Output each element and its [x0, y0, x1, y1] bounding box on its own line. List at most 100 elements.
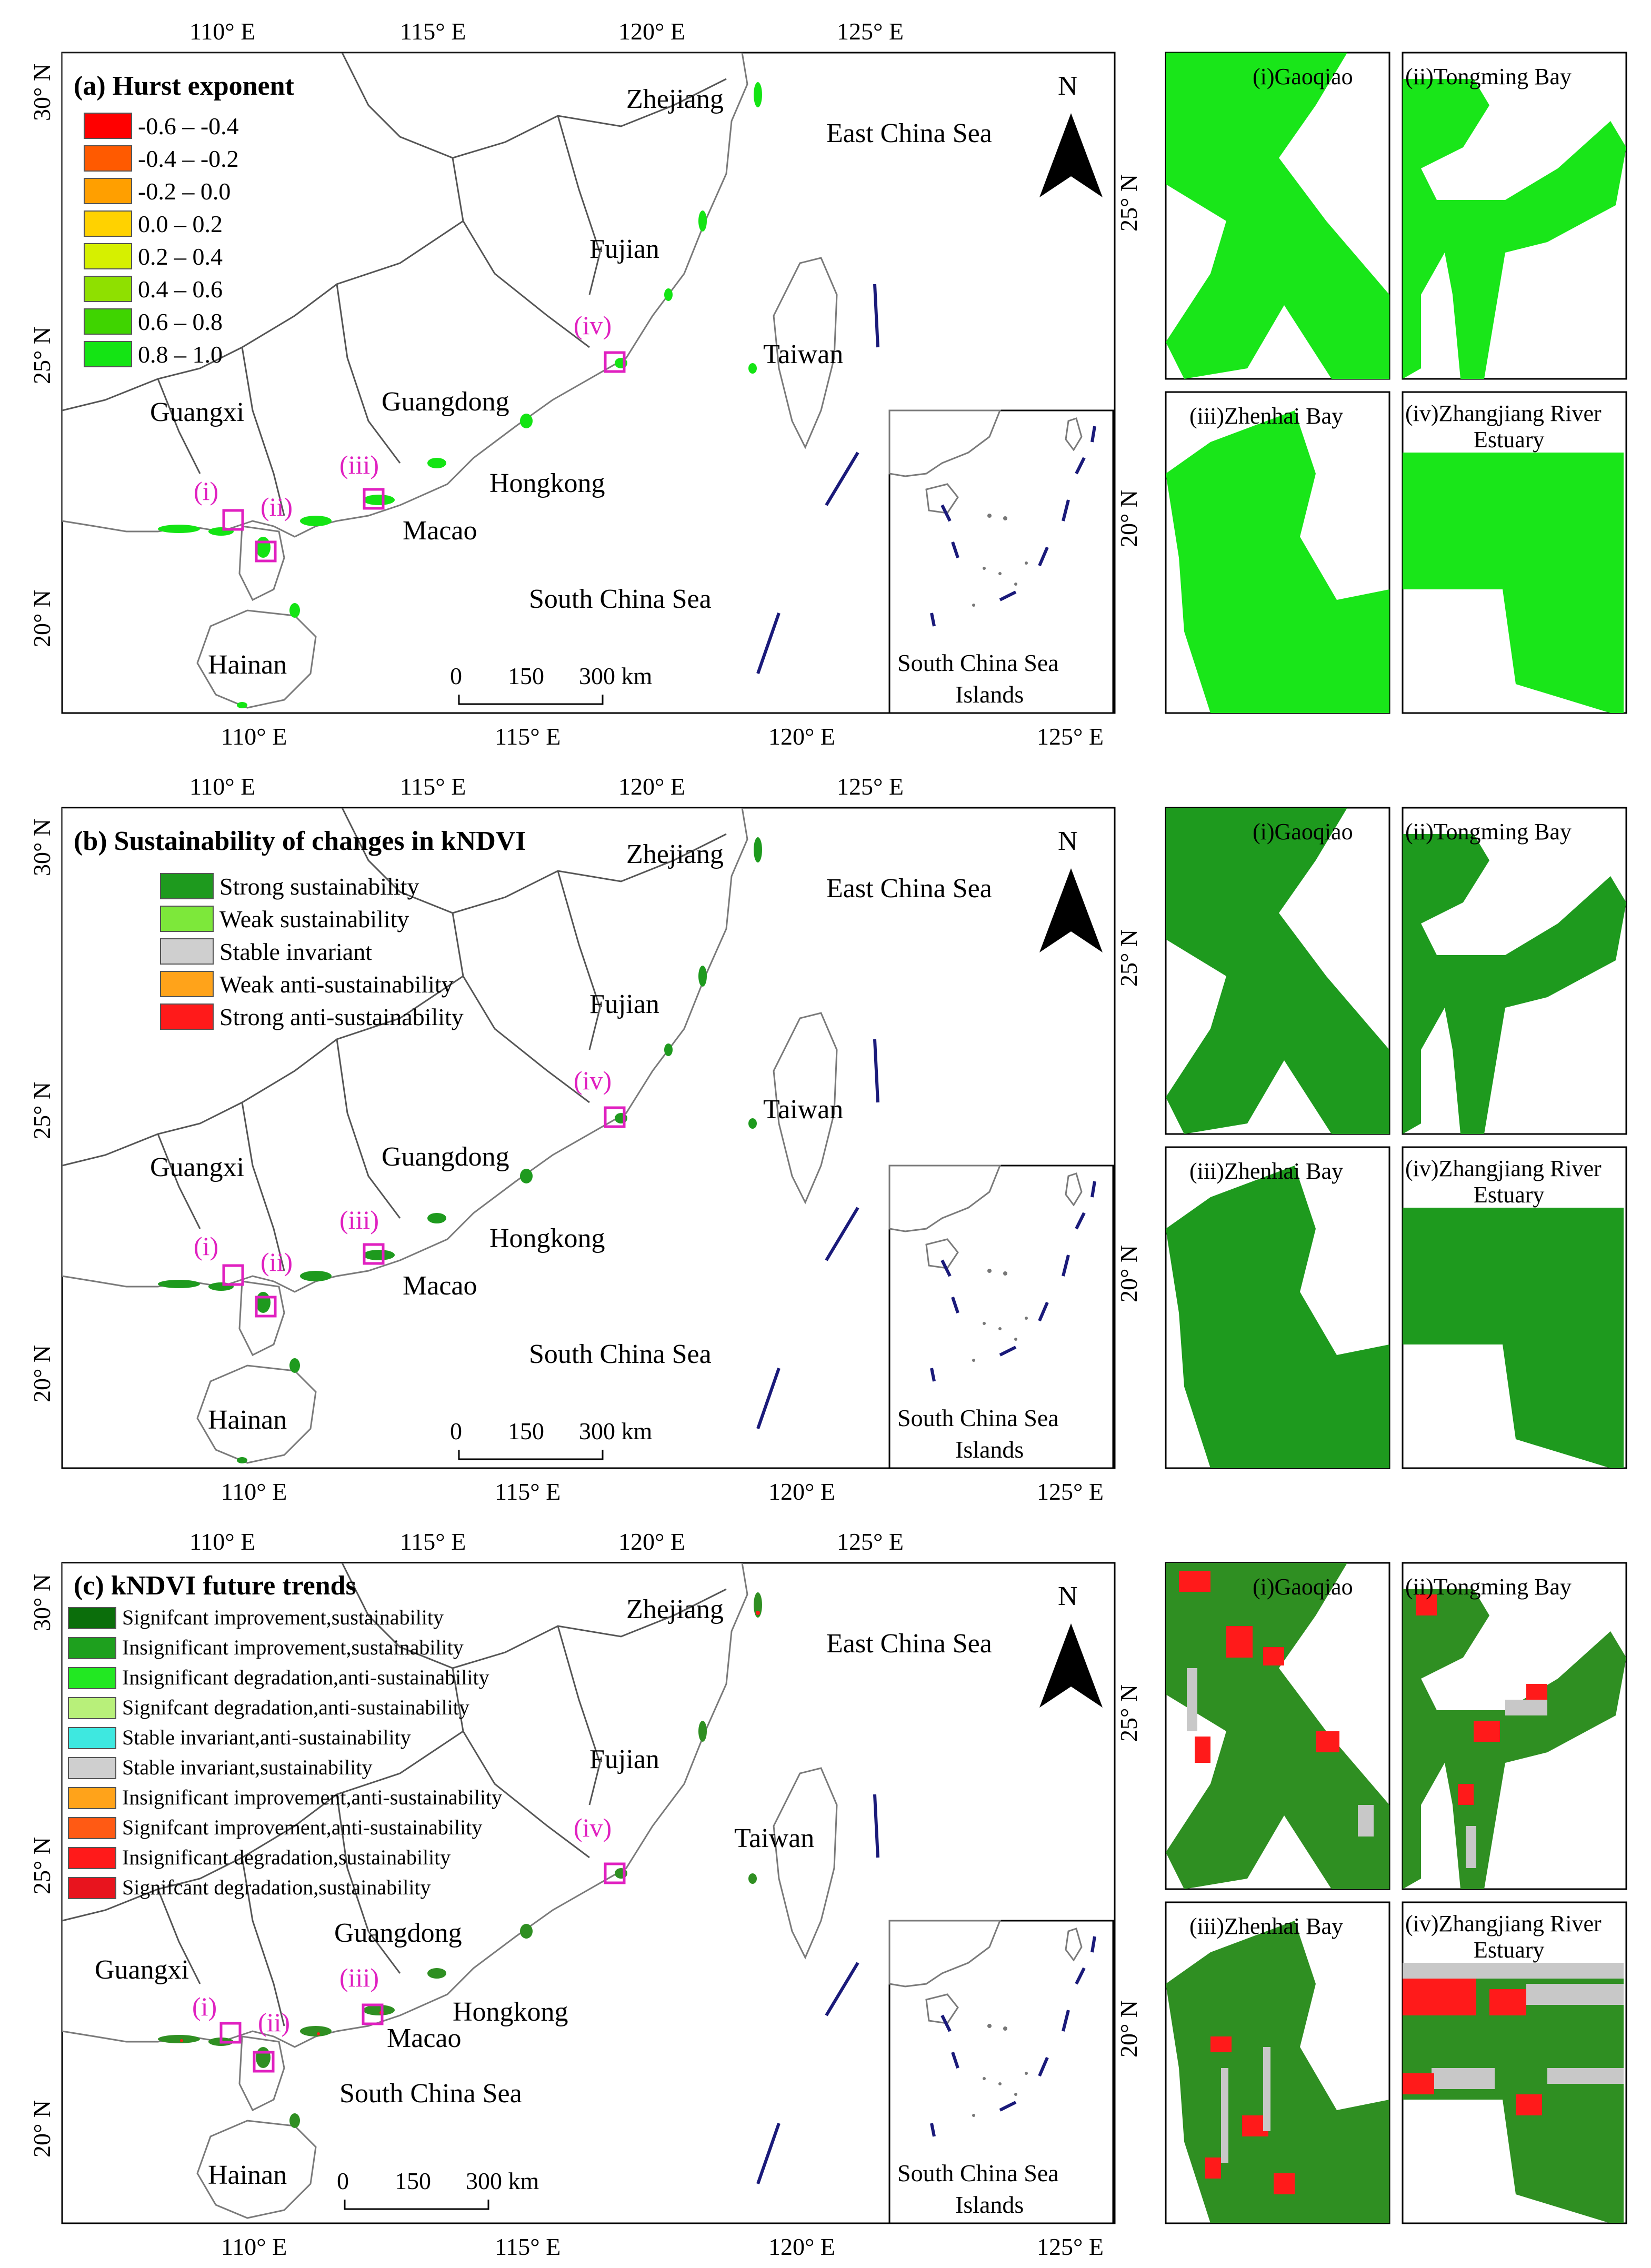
leizhou-peninsula — [238, 1280, 285, 1357]
label-zhejiang: Zhejiang — [626, 84, 724, 114]
study-box-iv — [604, 1106, 626, 1128]
legend-label: Insignificant degradation,anti-sustainab… — [122, 1665, 489, 1689]
zoom-title: (ii)Tongming Bay — [1405, 64, 1572, 89]
study-box-iii — [363, 1243, 385, 1265]
zoom-title: (iii)Zhenhai Bay — [1189, 403, 1343, 429]
hainan-island — [196, 1364, 317, 1464]
lon-tick: 110° E — [221, 1478, 287, 1505]
roman-label: (i) — [194, 476, 218, 506]
inset-title: South China Sea — [897, 1404, 1059, 1431]
inset-title: South China Sea — [897, 2160, 1059, 2186]
legend-swatch — [84, 145, 132, 172]
lon-tick: 120° E — [768, 2233, 835, 2260]
study-box-i — [222, 1264, 244, 1286]
lon-tick: 120° E — [618, 18, 685, 45]
zoom-title: (ii)Tongming Bay — [1405, 819, 1572, 845]
legend-swatch — [68, 1877, 116, 1899]
roman-label: (iii) — [339, 450, 379, 479]
inset-hainan — [925, 483, 959, 514]
dash-line — [825, 451, 859, 506]
inset-title: Islands — [955, 2191, 1024, 2218]
legend-label: Insignificant improvement,sustainability — [122, 1635, 464, 1659]
label-hainan: Hainan — [208, 650, 287, 680]
dash-line — [873, 1039, 879, 1103]
legend: -0.6 – -0.4 -0.4 – -0.2 -0.2 – 0.0 0.0 – 0.… — [84, 113, 239, 368]
zoom-hotspots — [1179, 1571, 1339, 1763]
inset-islands — [972, 514, 1028, 607]
legend-label: Stable invariant,anti-sustainability — [122, 1725, 411, 1749]
zoom-title: (i)Gaoqiao — [1253, 819, 1353, 845]
roman-label: (iii) — [339, 1205, 379, 1235]
lon-tick: 115° E — [400, 773, 466, 800]
lat-tick: 20° N — [1115, 2000, 1142, 2058]
legend-swatch — [68, 1757, 116, 1779]
legend-swatch — [68, 1697, 116, 1719]
lat-tick: 30° N — [28, 819, 55, 876]
zoom-vegetation — [1403, 1208, 1624, 1468]
lon-tick: 115° E — [400, 1528, 466, 1555]
lon-tick: 120° E — [618, 773, 685, 800]
lat-tick: 25° N — [1115, 174, 1142, 232]
legend-swatch — [160, 1003, 214, 1030]
label-macao: Macao — [403, 516, 477, 546]
lon-tick: 120° E — [768, 723, 835, 750]
legend-label: Signifcant improvement,anti-sustainabili… — [122, 1815, 482, 1839]
label-guangxi: Guangxi — [150, 1152, 244, 1182]
legend-swatch — [68, 1637, 116, 1659]
inset-dash-lines — [930, 1181, 1096, 1382]
lat-tick: 25° N — [28, 1837, 55, 1894]
north-label: N — [1058, 71, 1078, 101]
label-macao: Macao — [387, 2023, 461, 2053]
lat-tick: 20° N — [28, 590, 55, 647]
hainan-island — [196, 2120, 317, 2219]
zoom-hotspots — [1403, 1979, 1542, 2115]
lon-tick: 110° E — [189, 773, 255, 800]
legend-label: Weak sustainability — [219, 906, 409, 932]
roman-label: (iv) — [574, 310, 612, 340]
study-box-iii — [362, 2003, 384, 2025]
inset-mainland — [888, 1920, 1002, 1988]
legend-label: Signifcant degradation,sustainability — [122, 1875, 431, 1899]
study-box-iii — [363, 488, 385, 510]
lat-tick: 30° N — [28, 64, 55, 121]
label-south-china-sea: South China Sea — [529, 1339, 712, 1369]
lon-tick: 110° E — [189, 18, 255, 45]
zoom-stable — [1466, 1700, 1547, 1868]
legend-swatch — [84, 341, 132, 367]
panel-a-row: 110° E 115° E 120° E 125° E 110° E 115° … — [0, 0, 1651, 758]
roman-label: (ii) — [258, 2008, 290, 2037]
label-hongkong: Hongkong — [453, 1997, 568, 2027]
zoom-title: (iv)Zhangjiang River — [1405, 400, 1602, 426]
legend-swatch — [160, 873, 214, 899]
label-south-china-sea: South China Sea — [529, 584, 712, 614]
label-zhejiang: Zhejiang — [626, 839, 724, 869]
legend-swatch — [84, 178, 132, 204]
legend: Signifcant improvement,sustainability Ins… — [68, 1605, 502, 1899]
zoom-title: (ii)Tongming Bay — [1405, 1574, 1572, 1600]
label-guangxi: Guangxi — [95, 1955, 189, 1985]
label-zhejiang: Zhejiang — [626, 1594, 724, 1624]
scale-bar — [458, 1450, 604, 1460]
lat-tick: 20° N — [1115, 1245, 1142, 1302]
legend-swatch — [68, 1667, 116, 1689]
lon-tick: 125° E — [837, 773, 904, 800]
zoom-vegetation — [1166, 410, 1389, 713]
scale-label: 300 km — [466, 2167, 539, 2194]
dash-line — [873, 284, 879, 348]
north-arrow-icon — [1039, 113, 1103, 197]
dash-line — [873, 1794, 879, 1858]
label-fujian: Fujian — [589, 234, 659, 264]
lon-tick: 110° E — [221, 2233, 287, 2260]
lon-tick: 125° E — [1037, 723, 1104, 750]
panel-b-row: 110° E 115° E 120° E 125° E 110° E 115° … — [0, 755, 1651, 1513]
study-box-ii — [255, 1296, 277, 1318]
zoom-title: Estuary — [1474, 427, 1544, 453]
lon-tick: 115° E — [400, 18, 466, 45]
scale-label: 150 — [395, 2167, 431, 2194]
zoom-stable — [1187, 1668, 1374, 1837]
inset-taiwan — [1065, 1172, 1083, 1207]
inset-taiwan — [1065, 1928, 1083, 1962]
lon-tick: 110° E — [189, 1528, 255, 1555]
taiwan-island — [773, 257, 838, 449]
legend-label: Weak anti-sustainability — [219, 971, 454, 998]
